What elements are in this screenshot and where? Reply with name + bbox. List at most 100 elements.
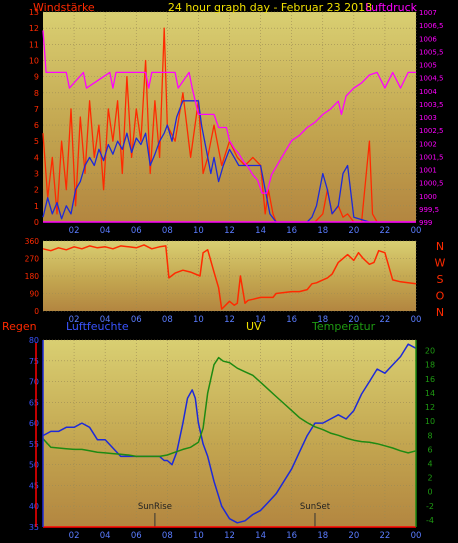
temperature-right-ticks: -4 -2 0 2 4 6 8 10 12 14 16 18 20 — [425, 347, 435, 525]
left-tick-label: 12 — [29, 24, 39, 33]
x-tick-label: 10 — [193, 315, 204, 325]
x-tick-label: 18 — [317, 315, 328, 325]
left-tick-label: 1 — [34, 202, 39, 211]
x-tick-label: 20 — [348, 315, 359, 325]
x-tick-label: 20 — [348, 531, 359, 541]
x-tick-label: 22 — [380, 226, 391, 236]
left-tick-label: 90 — [29, 290, 39, 299]
x-tick-label: 08 — [162, 315, 173, 325]
x-tick-label: 00 — [411, 226, 422, 236]
right-tick-label: 1004 — [419, 88, 437, 96]
x-tick-label: 12 — [224, 315, 235, 325]
left-tick-label: 11 — [29, 40, 39, 49]
direction-x-ticks: 02 04 06 08 10 12 14 16 18 20 22 00 — [69, 315, 422, 325]
series-line-1 — [42, 100, 416, 223]
x-tick-label: 06 — [131, 531, 142, 541]
right-tick-label: 1005,5 — [419, 48, 444, 56]
right-tick-label: 4 — [427, 459, 432, 468]
x-tick-label: 10 — [193, 226, 204, 236]
series-line-1 — [42, 356, 417, 458]
left-tick-label: 55 — [29, 440, 39, 449]
x-tick-label: 18 — [317, 226, 328, 236]
right-tick-label: 1000,5 — [419, 180, 444, 188]
right-tick-label: 12 — [425, 403, 435, 412]
left-tick-label: 40 — [29, 502, 39, 511]
direction-gridlines — [43, 240, 417, 312]
pressure-right-axis-label: Luftdruck — [365, 1, 417, 14]
right-tick-label: 14 — [425, 389, 435, 398]
sunrise-label: SunRise — [138, 502, 172, 512]
right-tick-label: -2 — [426, 502, 434, 511]
humidity-x-ticks: 02 04 06 08 10 12 14 16 18 20 22 00 — [69, 531, 422, 541]
left-tick-label: 0 — [34, 307, 39, 316]
temperatur-label: Temperatur — [311, 320, 376, 333]
left-tick-label: 70 — [29, 378, 39, 387]
left-tick-label: 35 — [29, 523, 39, 532]
right-tick-label: 1007 — [419, 9, 437, 17]
right-tick-label: 1006 — [419, 35, 437, 43]
right-tick-label: 1006,5 — [419, 22, 444, 30]
wind-x-ticks: 02 04 06 08 10 12 14 16 18 20 22 00 — [69, 226, 422, 236]
left-tick-label: 45 — [29, 481, 39, 490]
left-tick-label: 7 — [34, 105, 39, 114]
right-tick-label: S — [437, 273, 444, 286]
x-tick-label: 20 — [348, 226, 359, 236]
right-tick-label: 1003 — [419, 114, 437, 122]
luftfeuchte-label: Luftfeuchte — [66, 320, 129, 333]
x-tick-label: 08 — [162, 531, 173, 541]
left-tick-label: 3 — [34, 170, 39, 179]
x-tick-label: 12 — [224, 226, 235, 236]
x-tick-label: 14 — [255, 226, 266, 236]
x-tick-label: 06 — [131, 315, 142, 325]
right-tick-label: 1002 — [419, 140, 437, 148]
left-tick-label: 8 — [34, 89, 39, 98]
left-tick-label: 80 — [29, 336, 39, 345]
x-tick-label: 02 — [69, 315, 80, 325]
right-tick-label: N — [436, 240, 444, 253]
pressure-right-ticks: 999 999,5 1000 1000,5 1001 1001,5 1002 1002,5 10… — [419, 9, 444, 227]
series-line-0 — [42, 343, 417, 524]
wind-series — [42, 27, 416, 223]
x-tick-label: 16 — [286, 226, 297, 236]
right-tick-label: 1003,5 — [419, 101, 444, 109]
left-tick-label: 4 — [34, 153, 39, 162]
chart-title: 24 hour graph day - Februar 23 2018 — [168, 1, 372, 14]
right-tick-label: 1002,5 — [419, 127, 444, 135]
left-tick-label: 0 — [34, 218, 39, 227]
x-tick-label: 04 — [100, 531, 111, 541]
x-tick-label: 02 — [69, 531, 80, 541]
right-tick-label: 20 — [425, 347, 435, 356]
right-tick-label: 8 — [427, 431, 432, 440]
right-tick-label: 1004,5 — [419, 75, 444, 83]
right-tick-label: -4 — [426, 516, 434, 525]
x-tick-label: 02 — [69, 226, 80, 236]
x-tick-label: 00 — [411, 531, 422, 541]
right-tick-label: 18 — [425, 361, 435, 370]
left-tick-label: 13 — [29, 8, 39, 17]
left-tick-label: 65 — [29, 398, 39, 407]
series-line-2 — [42, 30, 416, 194]
left-tick-label: 180 — [25, 272, 40, 281]
sun-markers: SunRise SunSet — [138, 502, 331, 527]
right-tick-label: 1001,5 — [419, 153, 444, 161]
left-tick-label: 9 — [34, 73, 39, 82]
left-tick-label: 2 — [34, 186, 39, 195]
left-tick-label: 10 — [29, 56, 39, 65]
right-tick-label: N — [436, 306, 444, 319]
right-tick-label: O — [436, 290, 445, 303]
right-tick-label: 1005 — [419, 62, 437, 70]
x-tick-label: 14 — [255, 315, 266, 325]
right-tick-label: 10 — [425, 417, 435, 426]
left-tick-label: 50 — [29, 461, 39, 470]
direction-series — [42, 244, 417, 310]
left-tick-label: 5 — [34, 137, 39, 146]
x-tick-label: 04 — [100, 315, 111, 325]
sunset-label: SunSet — [300, 502, 331, 512]
x-tick-label: 10 — [193, 531, 204, 541]
right-tick-label: 999 — [419, 219, 432, 227]
right-tick-label: 16 — [425, 375, 435, 384]
